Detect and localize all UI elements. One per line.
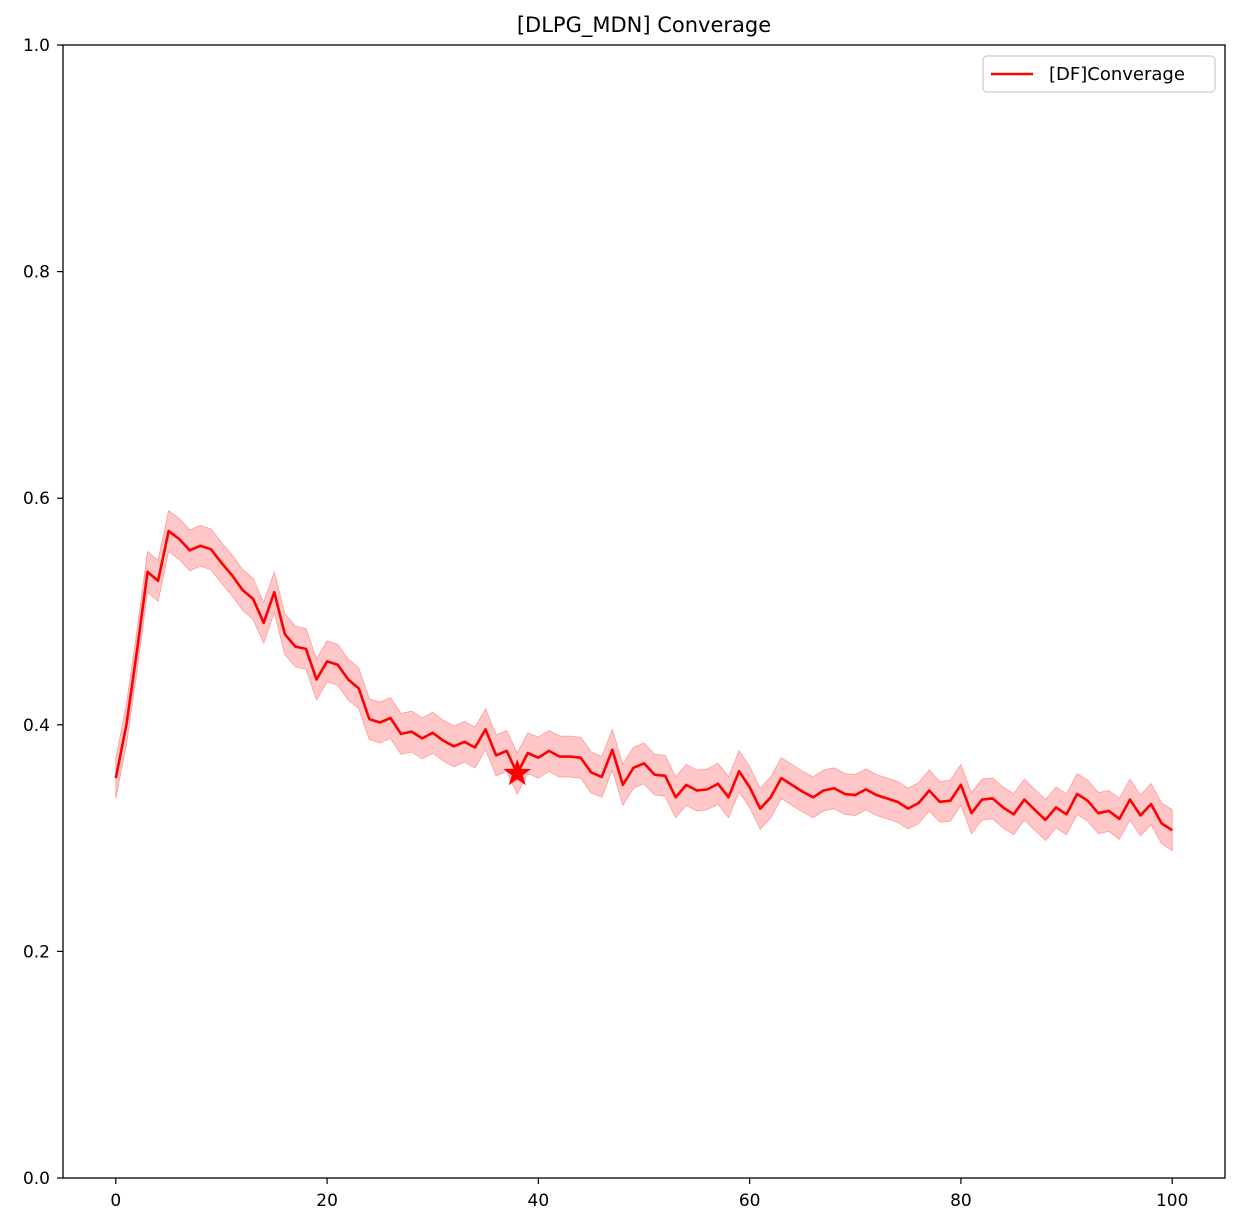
legend-box bbox=[982, 55, 1216, 93]
y-tick-label: 1.0 bbox=[23, 36, 50, 56]
series-0-confidence-band bbox=[115, 509, 1173, 852]
x-tick-label: 40 bbox=[528, 1191, 550, 1211]
series-0-line bbox=[114, 529, 1173, 832]
plot-area bbox=[114, 509, 1173, 852]
x-tick-label: 20 bbox=[316, 1191, 338, 1211]
y-tick-label: 0.2 bbox=[23, 942, 50, 962]
axes-frame bbox=[62, 44, 1226, 1179]
legend-label: [DF]Converage bbox=[1049, 64, 1185, 85]
axes: 0 20 40 60 80 100 0.0 0.2 0.4 0.6 0.8 1.0 bbox=[23, 36, 1226, 1211]
x-tick-label: 60 bbox=[739, 1191, 761, 1211]
x-tick-label: 80 bbox=[950, 1191, 972, 1211]
legend: [DF]Converage bbox=[982, 55, 1216, 93]
x-tick-label: 100 bbox=[1156, 1191, 1188, 1211]
star-marker-0 bbox=[503, 758, 532, 786]
x-tick-label: 0 bbox=[110, 1191, 121, 1211]
y-tick-label: 0.4 bbox=[23, 716, 50, 736]
y-tick-label: 0.6 bbox=[23, 489, 50, 509]
y-tick-label: 0.8 bbox=[23, 263, 50, 283]
y-tick-label: 0.0 bbox=[23, 1169, 50, 1189]
chart-title: [DLPG_MDN] Converage bbox=[517, 13, 771, 38]
